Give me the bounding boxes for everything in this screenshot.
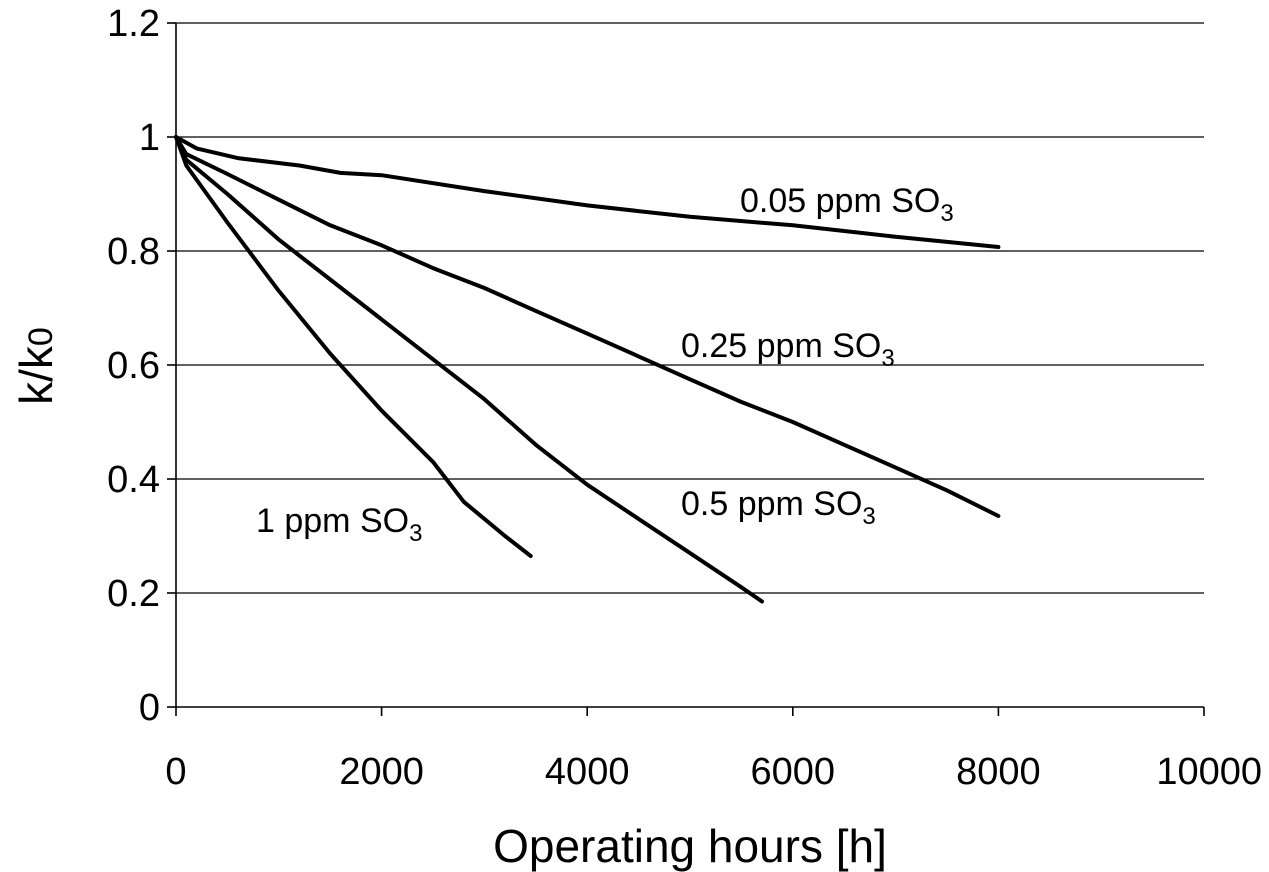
axes	[167, 22, 1205, 716]
series-label-main-2: 0.5 ppm SO	[681, 485, 862, 523]
series-label-0: 0.05 ppm SO3	[740, 182, 954, 227]
series-line-2	[174, 135, 764, 604]
x-tick-label-4: 8000	[956, 751, 1041, 793]
series-label-2: 0.5 ppm SO3	[681, 485, 876, 530]
series-label-sub-2: 3	[862, 503, 875, 530]
x-tick-label-5: 10000	[1156, 751, 1262, 793]
y-tick-label-6: 1.2	[107, 3, 160, 45]
series-label-sub-3: 3	[409, 520, 422, 547]
y-tick-label-0: 0	[139, 687, 160, 729]
y-axis-title-main: k/k	[10, 345, 62, 405]
x-axis-title: Operating hours [h]	[493, 820, 887, 872]
y-tick-label-1: 0.2	[107, 573, 160, 615]
y-axis-title-sub: 0	[22, 327, 60, 346]
series-lines	[174, 135, 1001, 604]
x-tick-label-3: 6000	[751, 751, 836, 793]
series-line-3	[174, 135, 533, 558]
y-tick-label-4: 0.8	[107, 231, 160, 273]
x-tick-label-2: 4000	[545, 751, 630, 793]
y-tick-label-3: 0.6	[107, 345, 160, 387]
series-label-main-0: 0.05 ppm SO	[740, 182, 940, 220]
y-tick-label-2: 0.4	[107, 459, 160, 501]
x-tick-label-0: 0	[165, 751, 186, 793]
y-axis-title: k/k0	[10, 327, 62, 405]
series-label-main-1: 0.25 ppm SO	[681, 327, 881, 365]
series-line-0	[174, 135, 1001, 249]
series-label-main-3: 1 ppm SO	[256, 502, 409, 540]
tick-labels: 0 0.2 0.4 0.6 0.8 1 1.2 0 2000 4000 6000 8000 10000	[107, 3, 1262, 793]
series-label-sub-1: 3	[881, 345, 894, 372]
series-label-3: 1 ppm SO3	[256, 502, 422, 547]
x-tick-label-1: 2000	[339, 751, 424, 793]
gridlines	[176, 22, 1204, 594]
series-line-1	[174, 135, 1001, 518]
series-label-sub-0: 3	[940, 200, 953, 227]
series-label-1: 0.25 ppm SO3	[681, 327, 895, 372]
y-tick-label-5: 1	[139, 117, 160, 159]
